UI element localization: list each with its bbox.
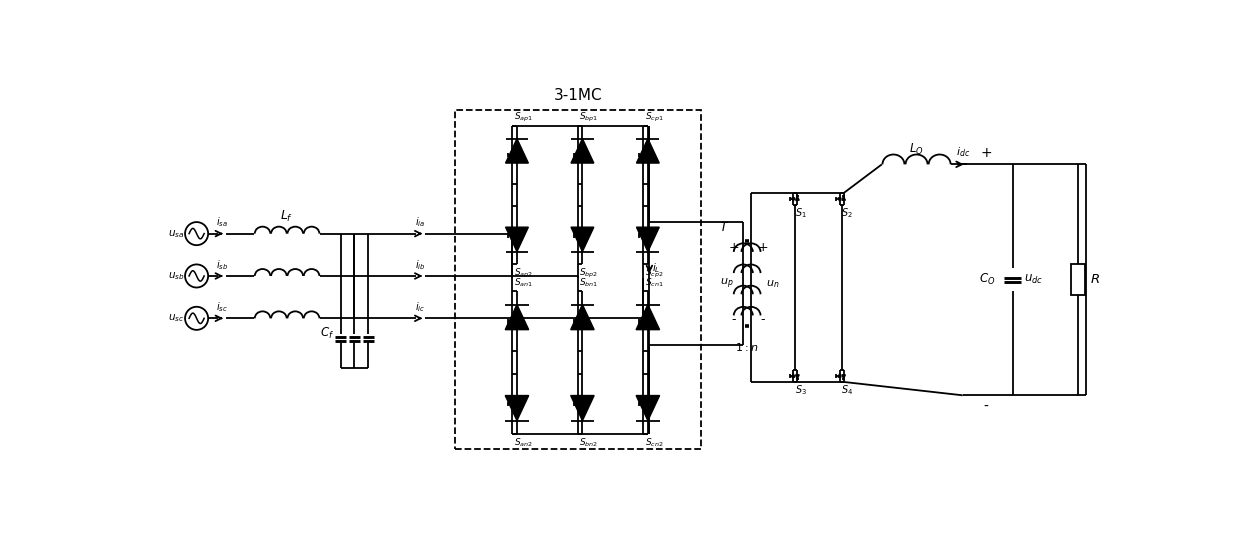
Text: $C_f$: $C_f$ (320, 326, 335, 341)
Polygon shape (641, 227, 645, 231)
Polygon shape (636, 305, 660, 330)
Text: 3-1MC: 3-1MC (553, 88, 603, 104)
Text: $L_O$: $L_O$ (909, 141, 924, 157)
Polygon shape (641, 326, 645, 330)
Polygon shape (636, 396, 660, 421)
Text: $S_{bn2}$: $S_{bn2}$ (579, 436, 598, 449)
Text: $i_L$: $i_L$ (652, 261, 660, 275)
Text: $S_{ap1}$: $S_{ap1}$ (513, 110, 533, 123)
Polygon shape (796, 375, 799, 379)
Text: $i_{ic}$: $i_{ic}$ (415, 300, 425, 314)
Text: $i_{dc}$: $i_{dc}$ (956, 145, 970, 159)
Text: $S_{cp1}$: $S_{cp1}$ (645, 110, 663, 123)
Text: $i_{ib}$: $i_{ib}$ (414, 258, 425, 272)
Text: $S_{bp2}$: $S_{bp2}$ (579, 267, 598, 280)
Text: $S_1$: $S_1$ (795, 206, 807, 220)
Text: $R$: $R$ (1090, 273, 1100, 286)
Text: $i_{ia}$: $i_{ia}$ (414, 215, 425, 230)
Text: $u_{dc}$: $u_{dc}$ (1024, 273, 1043, 287)
Text: +: + (729, 241, 739, 254)
Text: $i_{sb}$: $i_{sb}$ (216, 258, 228, 272)
Text: -: - (732, 313, 737, 327)
Text: -: - (983, 400, 988, 414)
Polygon shape (570, 305, 594, 330)
Polygon shape (636, 139, 660, 163)
Polygon shape (570, 139, 594, 163)
Polygon shape (506, 139, 528, 163)
Text: $u_n$: $u_n$ (766, 278, 779, 289)
Polygon shape (838, 198, 841, 201)
Text: $u_{sa}$: $u_{sa}$ (169, 228, 185, 239)
Polygon shape (577, 159, 579, 163)
Text: $S_{cn2}$: $S_{cn2}$ (645, 436, 663, 449)
Text: $S_2$: $S_2$ (841, 206, 853, 220)
Polygon shape (511, 326, 513, 330)
Polygon shape (577, 326, 579, 330)
Polygon shape (792, 374, 795, 377)
Text: $u_{sb}$: $u_{sb}$ (169, 270, 185, 282)
Text: $S_{an1}$: $S_{an1}$ (513, 277, 533, 289)
Text: $S_{bp1}$: $S_{bp1}$ (579, 110, 599, 123)
Polygon shape (511, 159, 513, 163)
Text: $L_f$: $L_f$ (280, 209, 294, 224)
Polygon shape (842, 375, 846, 379)
Polygon shape (511, 396, 513, 399)
Text: $S_{ap2}$: $S_{ap2}$ (513, 267, 533, 280)
Text: $1:n$: $1:n$ (735, 341, 759, 353)
Text: $u_{sc}$: $u_{sc}$ (169, 312, 185, 324)
Polygon shape (577, 396, 579, 399)
Polygon shape (505, 396, 528, 421)
Text: $i_{sc}$: $i_{sc}$ (217, 300, 228, 314)
Polygon shape (570, 227, 594, 252)
Polygon shape (792, 198, 795, 201)
Polygon shape (838, 374, 841, 377)
Polygon shape (511, 227, 513, 231)
Polygon shape (577, 227, 579, 231)
Polygon shape (842, 196, 846, 200)
Polygon shape (570, 396, 594, 421)
Polygon shape (796, 196, 799, 200)
Text: $C_O$: $C_O$ (980, 272, 996, 287)
Text: $S_{cp2}$: $S_{cp2}$ (645, 267, 663, 280)
Text: -: - (760, 313, 765, 327)
Text: $S_{bn1}$: $S_{bn1}$ (579, 277, 599, 289)
Text: $S_4$: $S_4$ (841, 383, 853, 397)
Text: $u_p$: $u_p$ (719, 277, 733, 291)
Polygon shape (641, 396, 645, 399)
Polygon shape (641, 159, 645, 163)
Polygon shape (505, 305, 528, 330)
Polygon shape (506, 227, 528, 252)
Bar (1071, 265, 1085, 295)
Polygon shape (636, 227, 660, 252)
Text: $T$: $T$ (719, 221, 729, 233)
Bar (455, 110, 701, 449)
Text: +: + (758, 241, 768, 254)
Text: $S_{an2}$: $S_{an2}$ (513, 436, 533, 449)
Text: $i_{sa}$: $i_{sa}$ (217, 215, 228, 230)
Text: +: + (980, 146, 992, 161)
Text: $S_3$: $S_3$ (795, 383, 807, 397)
Text: $S_{cn1}$: $S_{cn1}$ (645, 277, 663, 289)
